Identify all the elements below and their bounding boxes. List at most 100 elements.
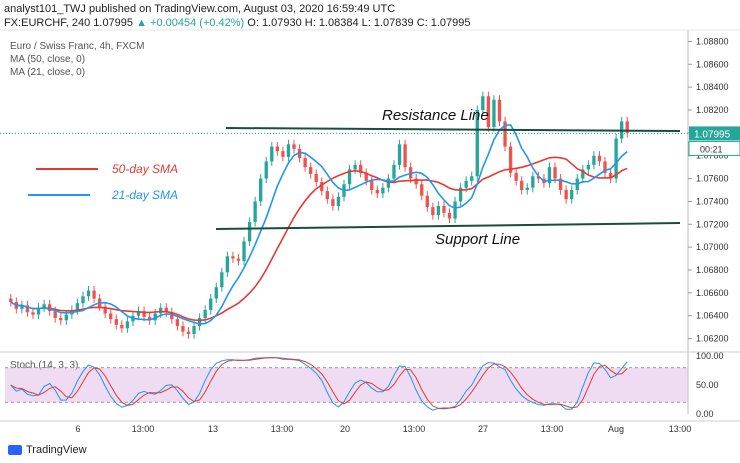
ma50-line bbox=[10, 156, 628, 322]
candle-body bbox=[514, 172, 518, 181]
candle-body bbox=[203, 310, 207, 318]
candle-body bbox=[159, 307, 163, 314]
y-tick-label: 1.06600 bbox=[696, 288, 729, 298]
candle-body bbox=[564, 190, 568, 200]
candle-body bbox=[59, 318, 63, 321]
candle-body bbox=[192, 326, 196, 334]
publisher-line: analyst101_TWJ published on TradingView.… bbox=[4, 3, 396, 15]
candle-body bbox=[31, 312, 35, 315]
tradingview-logo-icon bbox=[8, 445, 22, 455]
candle-body bbox=[164, 307, 168, 313]
candle-body bbox=[231, 256, 235, 259]
candle-body bbox=[414, 178, 418, 185]
candle-body bbox=[497, 99, 502, 122]
candle-body bbox=[53, 311, 57, 318]
candle-body bbox=[570, 190, 574, 200]
candle-body bbox=[370, 180, 374, 190]
y-tick-label: 1.07400 bbox=[696, 196, 729, 206]
candle-body bbox=[247, 222, 252, 242]
candle-body bbox=[292, 144, 296, 149]
brand-label: TradingView bbox=[26, 444, 87, 456]
candle-body bbox=[170, 312, 174, 320]
candle-body bbox=[581, 169, 585, 179]
candle-body bbox=[381, 187, 385, 194]
candle-body bbox=[464, 180, 468, 188]
y-tick-label: 1.08400 bbox=[696, 82, 729, 92]
candle-body bbox=[536, 176, 541, 179]
candle-body bbox=[275, 146, 280, 152]
candle-body bbox=[120, 324, 124, 329]
candle-body bbox=[147, 316, 152, 321]
ma21-line bbox=[10, 124, 628, 325]
candle-body bbox=[347, 169, 352, 185]
candle-body bbox=[81, 296, 85, 304]
x-tick-label: 13:00 bbox=[132, 424, 155, 434]
candle-body bbox=[325, 191, 329, 200]
candle-body bbox=[614, 138, 618, 179]
candle-body bbox=[592, 155, 596, 165]
support-label: Support Line bbox=[435, 231, 520, 248]
candle-body bbox=[603, 161, 607, 173]
candle-body bbox=[220, 272, 224, 288]
candle-body bbox=[336, 196, 341, 206]
candle-body bbox=[242, 241, 246, 261]
symbol: FX:EURCHF, 240 bbox=[4, 17, 91, 29]
x-tick-label: 20 bbox=[340, 424, 350, 434]
support-line bbox=[215, 222, 681, 230]
candle-body bbox=[25, 305, 30, 313]
candle-body bbox=[186, 331, 191, 334]
candle-body bbox=[109, 313, 113, 320]
candle-body bbox=[442, 206, 446, 213]
last-price: 1.07995 bbox=[93, 17, 134, 29]
candle-body bbox=[386, 178, 391, 188]
candle-body bbox=[392, 164, 396, 179]
y-tick-label: 1.07600 bbox=[696, 174, 729, 184]
x-tick-label: Aug bbox=[608, 424, 624, 434]
candle-body bbox=[470, 176, 474, 181]
candle-body bbox=[353, 164, 357, 170]
stoch-k-line bbox=[10, 356, 628, 411]
candle-body bbox=[197, 318, 202, 326]
candle-body bbox=[547, 167, 552, 184]
candle-body bbox=[375, 190, 379, 194]
candle-body bbox=[153, 313, 157, 321]
y-tick-label: 1.06200 bbox=[696, 334, 729, 344]
tradingview-logo: TradingView bbox=[8, 444, 87, 456]
candle-body bbox=[142, 311, 146, 317]
candle-body bbox=[125, 321, 130, 329]
candle-body bbox=[364, 172, 368, 181]
candle-body bbox=[586, 164, 591, 170]
candle-body bbox=[286, 144, 291, 157]
sma50-label: 50-day SMA bbox=[112, 162, 178, 176]
candle-body bbox=[458, 187, 463, 202]
y-tick-label: 1.08200 bbox=[696, 105, 729, 115]
candle-body bbox=[447, 212, 452, 219]
y-tick-label: 1.07200 bbox=[696, 219, 729, 229]
candle-body bbox=[114, 319, 118, 325]
stoch-d-line bbox=[10, 357, 628, 410]
candle-body bbox=[486, 96, 491, 128]
x-tick-label: 13:00 bbox=[271, 424, 294, 434]
price-change: ▲ +0.00454 (+0.42%) bbox=[136, 17, 245, 29]
resistance-label: Resistance Line bbox=[382, 107, 489, 124]
y-tick-label: 1.08600 bbox=[696, 59, 729, 69]
candle-body bbox=[236, 258, 241, 261]
ma21-legend: MA (21, close, 0) bbox=[10, 67, 86, 78]
chart-title: Euro / Swiss Franc, 4h, FXCM bbox=[10, 41, 145, 52]
candle-body bbox=[181, 326, 185, 332]
candle-body bbox=[136, 311, 141, 316]
candle-body bbox=[175, 319, 180, 326]
candle-body bbox=[475, 110, 479, 177]
candle-body bbox=[297, 148, 302, 158]
x-tick-label: 13 bbox=[208, 424, 218, 434]
candle-body bbox=[431, 207, 435, 216]
stoch-tick-label: 50.00 bbox=[696, 380, 719, 390]
candle-body bbox=[314, 174, 318, 182]
candle-body bbox=[9, 298, 13, 302]
x-tick-label: 13:00 bbox=[541, 424, 564, 434]
ma50-legend: MA (50, close, 0) bbox=[10, 54, 86, 65]
x-tick-label: 13:00 bbox=[403, 424, 426, 434]
candle-body bbox=[425, 195, 429, 208]
last-price-tag-label: 1.07995 bbox=[694, 129, 731, 140]
